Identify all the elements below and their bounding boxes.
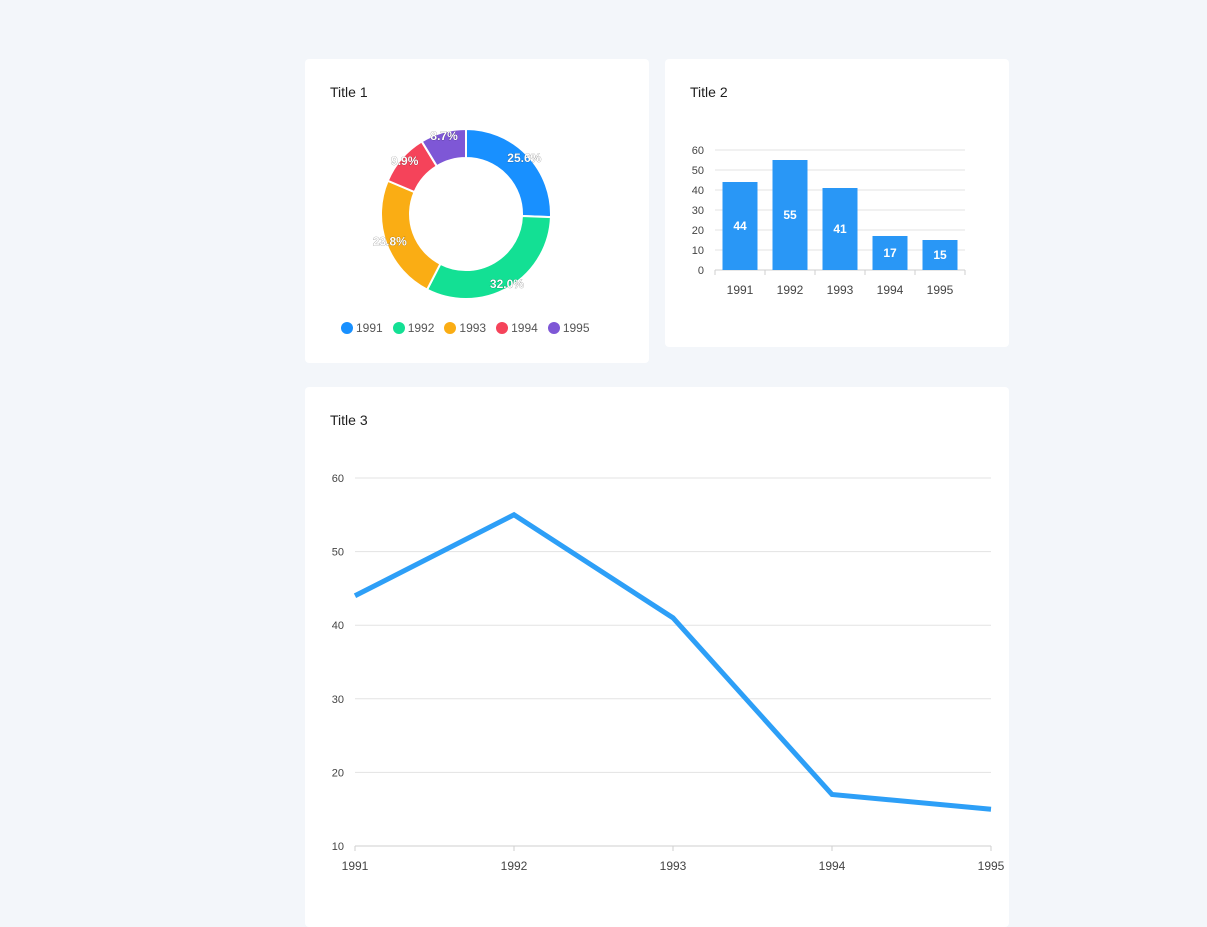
donut-slice-1991 — [465, 127, 552, 219]
y-tick-label: 40 — [692, 185, 704, 197]
y-tick-label: 10 — [332, 841, 344, 853]
y-tick-label: 50 — [692, 165, 704, 177]
y-tick-label: 30 — [332, 694, 344, 706]
bar-value-label: 15 — [933, 248, 947, 262]
legend-label: 1993 — [459, 321, 487, 335]
x-tick-label: 1995 — [978, 859, 1005, 873]
legend-marker — [341, 322, 353, 334]
bar-1991 — [722, 182, 758, 270]
y-tick-label: 50 — [332, 547, 344, 559]
legend-item-1993[interactable]: 1993 — [444, 321, 486, 335]
line-chart-card: Title 3 10 20 30 40 50 60 1991 1992 1993 1994 1995 — [305, 387, 1009, 927]
slice-label: 25.6% — [507, 151, 541, 165]
chart-title: Title 1 — [330, 84, 368, 100]
chart-legend: 1991 1992 1993 1994 1995 — [341, 321, 590, 335]
x-tick-label: 1991 — [342, 859, 369, 873]
legend-marker — [392, 322, 405, 334]
donut-slice-1995 — [420, 127, 467, 168]
y-tick-label: 20 — [332, 767, 344, 779]
legend-label: 1992 — [407, 321, 435, 335]
bar-1993 — [822, 188, 858, 270]
y-tick-label: 10 — [692, 245, 704, 257]
pie-chart-card: Title 1 25.6% 32.0% 23.8% 9.9% 8.7% 1991 1992… — [305, 59, 649, 363]
legend-marker — [444, 322, 457, 334]
slice-label: 9.9% — [391, 154, 419, 168]
slice-label: 32.0% — [490, 277, 524, 291]
slice-label: 23.8% — [373, 235, 407, 249]
legend-label: 1995 — [562, 321, 590, 335]
bar-1995 — [922, 240, 958, 270]
legend-label: 1994 — [511, 321, 538, 335]
bar-value-label: 55 — [783, 208, 797, 222]
legend-marker — [547, 322, 560, 334]
bar-1992 — [772, 160, 808, 270]
bar-value-label: 17 — [883, 246, 897, 260]
x-tick-label: 1992 — [777, 283, 804, 297]
x-tick-label: 1994 — [819, 859, 846, 873]
chart-title: Title 3 — [330, 412, 368, 428]
bar-1994 — [872, 236, 908, 270]
slice-label: 8.7% — [430, 129, 458, 143]
donut-chart: 25.6% 32.0% 23.8% 9.9% 8.7% — [373, 127, 552, 300]
line-series — [353, 511, 992, 812]
legend-item-1994[interactable]: 1994 — [496, 321, 538, 335]
line-chart: 10 20 30 40 50 60 1991 1992 1993 1994 1995 — [332, 473, 1005, 873]
legend-label: 1991 — [356, 321, 383, 335]
y-tick-label: 40 — [332, 620, 344, 632]
x-tick-label: 1994 — [877, 283, 904, 297]
x-tick-label: 1993 — [660, 859, 687, 873]
legend-marker — [496, 322, 509, 334]
x-tick-label: 1992 — [501, 859, 528, 873]
x-tick-label: 1995 — [927, 283, 954, 297]
legend-item-1991[interactable]: 1991 — [341, 321, 383, 335]
legend-item-1995[interactable]: 1995 — [547, 321, 590, 335]
y-tick-label: 0 — [698, 265, 704, 277]
bar-value-label: 41 — [833, 222, 847, 236]
bar-chart-card: Title 2 0 10 20 30 40 50 60 44 1991 55 1992 41 1993 1… — [665, 59, 1009, 347]
chart-title: Title 2 — [690, 84, 728, 100]
x-tick-label: 1991 — [727, 283, 754, 297]
x-tick-label: 1993 — [827, 283, 854, 297]
legend-item-1992[interactable]: 1992 — [392, 321, 435, 335]
bar-chart: 0 10 20 30 40 50 60 44 1991 55 1992 41 1993 17 1994 15 1… — [692, 145, 966, 297]
y-tick-label: 30 — [692, 205, 704, 217]
bar-value-label: 44 — [733, 219, 747, 233]
y-tick-label: 60 — [332, 473, 344, 485]
y-tick-label: 60 — [692, 145, 704, 157]
y-tick-label: 20 — [692, 225, 704, 237]
